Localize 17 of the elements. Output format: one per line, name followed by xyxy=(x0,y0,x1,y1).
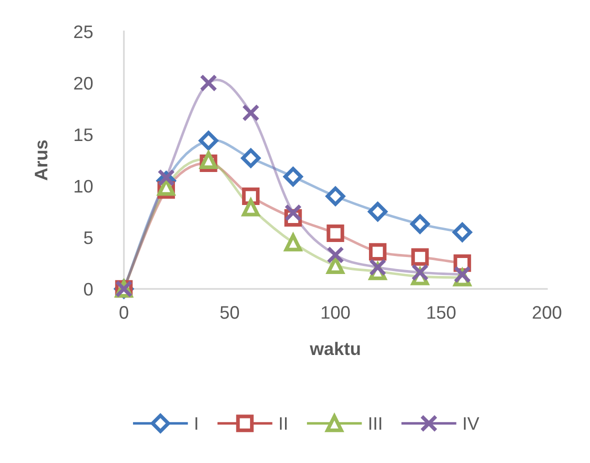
y-axis-title: Arus xyxy=(34,140,48,180)
x-tick-label: 200 xyxy=(532,306,562,319)
x-axis-title: waktu xyxy=(310,342,360,356)
y-tick-label: 25 xyxy=(74,25,93,38)
legend-label: III xyxy=(369,417,382,430)
y-tick-label: 10 xyxy=(74,180,93,193)
x-tick-label: 50 xyxy=(220,306,239,319)
legend-label: IV xyxy=(464,417,480,430)
legend-label: II xyxy=(280,417,287,430)
y-tick-label: 5 xyxy=(84,232,93,244)
x-tick-label: 150 xyxy=(427,306,456,319)
x-tick-label: 0 xyxy=(120,306,128,319)
y-tick-label: 15 xyxy=(74,128,93,142)
legend-label: I xyxy=(196,417,198,430)
x-tick-label: 100 xyxy=(322,306,350,319)
y-tick-label: 20 xyxy=(74,76,93,90)
y-tick-label: 0 xyxy=(84,282,93,296)
